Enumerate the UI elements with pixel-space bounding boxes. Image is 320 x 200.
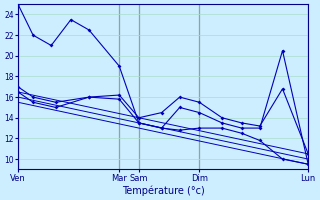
X-axis label: Température (°c): Température (°c) (122, 185, 204, 196)
